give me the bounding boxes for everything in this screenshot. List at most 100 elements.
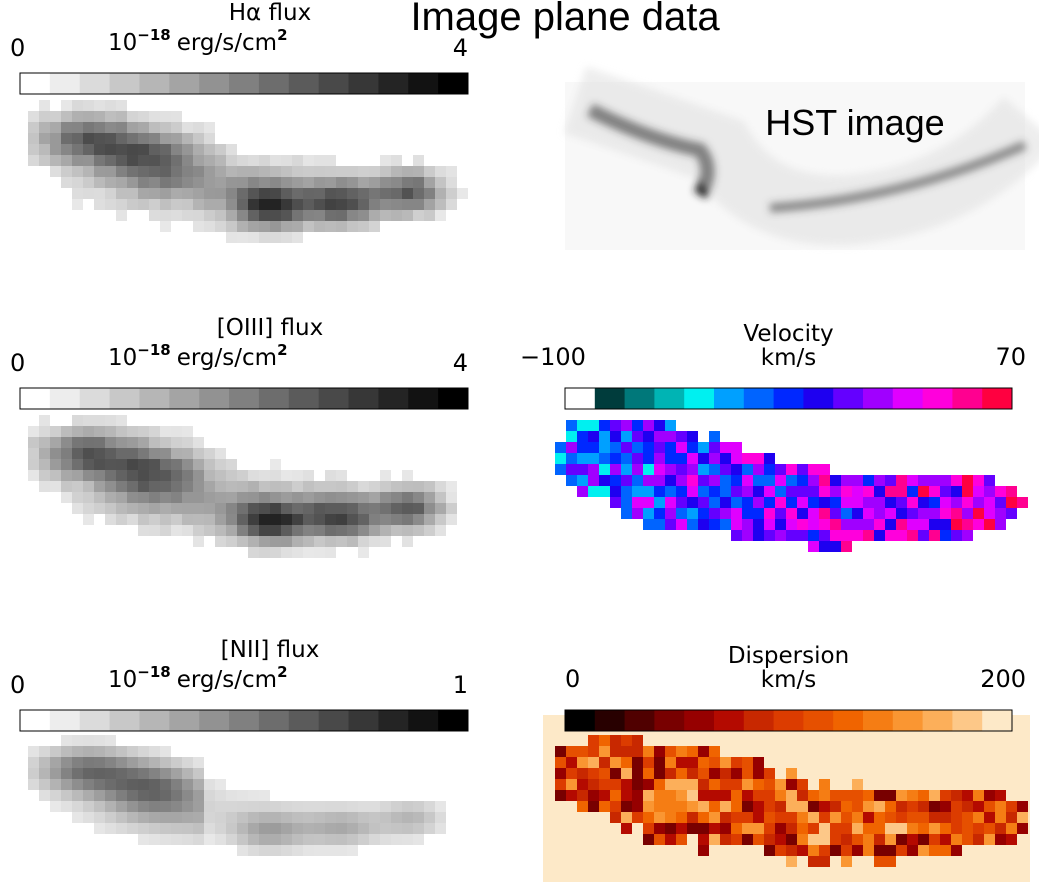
pixel	[259, 155, 270, 166]
pixel	[775, 497, 786, 508]
pixel	[259, 210, 270, 221]
pixel	[369, 525, 380, 536]
pixel	[171, 757, 182, 768]
pixel	[303, 210, 314, 221]
pixel	[215, 492, 226, 503]
pixel	[588, 768, 599, 779]
pixel	[577, 790, 588, 801]
pixel	[28, 768, 39, 779]
pixel	[347, 834, 358, 845]
pixel	[94, 746, 105, 757]
pixel	[720, 442, 731, 453]
pixel	[984, 801, 995, 812]
pixel	[588, 486, 599, 497]
pixel	[182, 459, 193, 470]
pixel	[654, 442, 665, 453]
pixel	[402, 503, 413, 514]
pixel	[248, 823, 259, 834]
pixel	[687, 475, 698, 486]
pixel	[380, 834, 391, 845]
pixel	[325, 801, 336, 812]
pixel	[577, 464, 588, 475]
pixel	[358, 221, 369, 232]
pixel	[127, 177, 138, 188]
pixel	[731, 508, 742, 519]
pixel	[599, 768, 610, 779]
colorbar-step	[80, 388, 110, 409]
pixel	[270, 492, 281, 503]
pixel	[358, 210, 369, 221]
pixel	[786, 801, 797, 812]
colorbar-label: 0	[10, 34, 25, 62]
pixel	[391, 177, 402, 188]
pixel	[797, 834, 808, 845]
pixel	[709, 475, 720, 486]
pixel	[83, 790, 94, 801]
pixel	[149, 459, 160, 470]
pixel	[237, 221, 248, 232]
pixel	[72, 470, 83, 481]
pixel	[643, 790, 654, 801]
colorbar-step	[684, 710, 714, 731]
pixel	[819, 541, 830, 552]
pixel	[577, 768, 588, 779]
pixel	[149, 746, 160, 757]
pixel	[259, 536, 270, 547]
pixel	[248, 481, 259, 492]
pixel	[588, 442, 599, 453]
pixel	[929, 530, 940, 541]
pixel	[160, 525, 171, 536]
pixel	[819, 845, 830, 856]
pixel	[105, 481, 116, 492]
pixel	[325, 188, 336, 199]
pixel	[797, 530, 808, 541]
pixel	[50, 448, 61, 459]
pixel	[336, 221, 347, 232]
pixel	[204, 834, 215, 845]
pixel	[742, 464, 753, 475]
pixel	[325, 812, 336, 823]
pixel	[665, 746, 676, 757]
pixel	[39, 757, 50, 768]
colorbar-step	[438, 710, 468, 731]
colorbar-step	[319, 388, 349, 409]
pixel	[50, 122, 61, 133]
pixel	[665, 431, 676, 442]
pixel	[753, 779, 764, 790]
pixel	[643, 486, 654, 497]
pixel	[281, 166, 292, 177]
pixel	[314, 155, 325, 166]
pixel	[72, 100, 83, 111]
pixel	[380, 188, 391, 199]
pixel	[50, 746, 61, 757]
pixel	[138, 503, 149, 514]
pixel	[599, 779, 610, 790]
pixel	[182, 210, 193, 221]
pixel	[358, 166, 369, 177]
pixel	[226, 536, 237, 547]
pixel	[918, 834, 929, 845]
pixel	[391, 210, 402, 221]
pixel	[94, 801, 105, 812]
pixel	[369, 536, 380, 547]
pixel	[50, 481, 61, 492]
pixel	[105, 459, 116, 470]
pixel	[643, 801, 654, 812]
pixel	[896, 790, 907, 801]
pixel	[127, 122, 138, 133]
pixel	[83, 768, 94, 779]
pixel	[709, 812, 720, 823]
pixel	[28, 155, 39, 166]
pixel	[116, 503, 127, 514]
pixel	[863, 530, 874, 541]
pixel	[852, 801, 863, 812]
pixel	[160, 188, 171, 199]
pixel	[786, 790, 797, 801]
pixel	[380, 155, 391, 166]
pixel	[127, 503, 138, 514]
pixel	[907, 508, 918, 519]
pixel	[127, 188, 138, 199]
pixel	[105, 100, 116, 111]
pixel	[566, 779, 577, 790]
pixel	[160, 812, 171, 823]
